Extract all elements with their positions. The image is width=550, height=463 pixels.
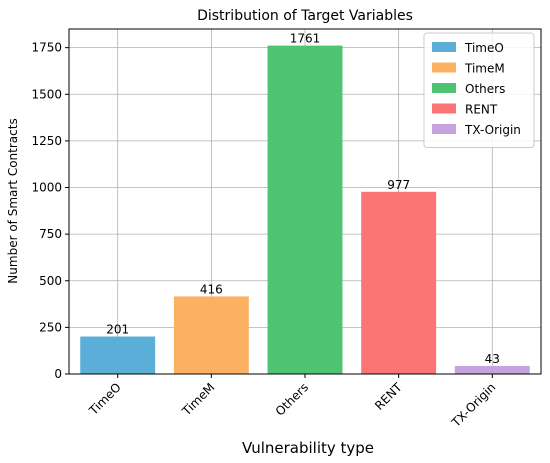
bar-timeo <box>80 336 156 374</box>
y-tick-label: 500 <box>39 274 62 288</box>
y-axis-ticks: 0 250 500 750 1000 1250 1500 1750 <box>31 41 69 381</box>
legend: TimeO TimeM Others RENT TX-Origin <box>423 32 535 148</box>
x-tick-label: TimeO <box>86 380 124 418</box>
legend-swatch <box>432 124 456 134</box>
data-label: 201 <box>106 323 129 337</box>
x-tick-label: TX-Origin <box>448 380 498 430</box>
x-tick-label: TimeM <box>179 380 218 419</box>
y-tick-label: 750 <box>39 227 62 241</box>
x-tick-label: RENT <box>372 380 405 413</box>
plot-frame <box>68 28 542 375</box>
y-tick-label: 1000 <box>31 181 62 195</box>
bar-timem <box>173 296 249 374</box>
legend-box <box>423 32 535 148</box>
bar-rent <box>361 191 437 374</box>
data-label: 977 <box>387 178 410 192</box>
legend-entry: RENT <box>465 103 498 117</box>
legend-entry: TX-Origin <box>464 123 521 137</box>
x-axis-ticks: TimeO TimeM Others RENT TX-Origin <box>86 374 498 430</box>
y-tick-label: 1250 <box>31 134 62 148</box>
data-label: 43 <box>485 352 500 366</box>
bar-others <box>267 45 343 375</box>
data-label: 1761 <box>290 32 321 46</box>
y-tick-label: 1500 <box>31 87 62 101</box>
y-axis-label: Number of Smart Contracts <box>6 118 20 283</box>
bar-tx-origin <box>454 365 530 374</box>
legend-entry: Others <box>465 82 505 96</box>
x-axis-label: Vulnerability type <box>242 439 374 457</box>
y-tick-label: 1750 <box>31 41 62 55</box>
legend-swatch <box>432 83 456 93</box>
legend-swatch <box>432 42 456 52</box>
y-tick-label: 0 <box>54 367 62 381</box>
legend-entry: TimeO <box>464 41 504 55</box>
y-tick-label: 250 <box>39 320 62 334</box>
legend-swatch <box>432 62 456 73</box>
legend-swatch <box>432 103 456 114</box>
bars <box>80 45 530 375</box>
data-label: 416 <box>200 282 223 296</box>
x-tick-label: Others <box>273 380 311 418</box>
chart-title: Distribution of Target Variables <box>197 8 413 24</box>
legend-entry: TimeM <box>464 62 505 76</box>
data-labels: 201 416 1761 977 43 <box>106 32 500 366</box>
